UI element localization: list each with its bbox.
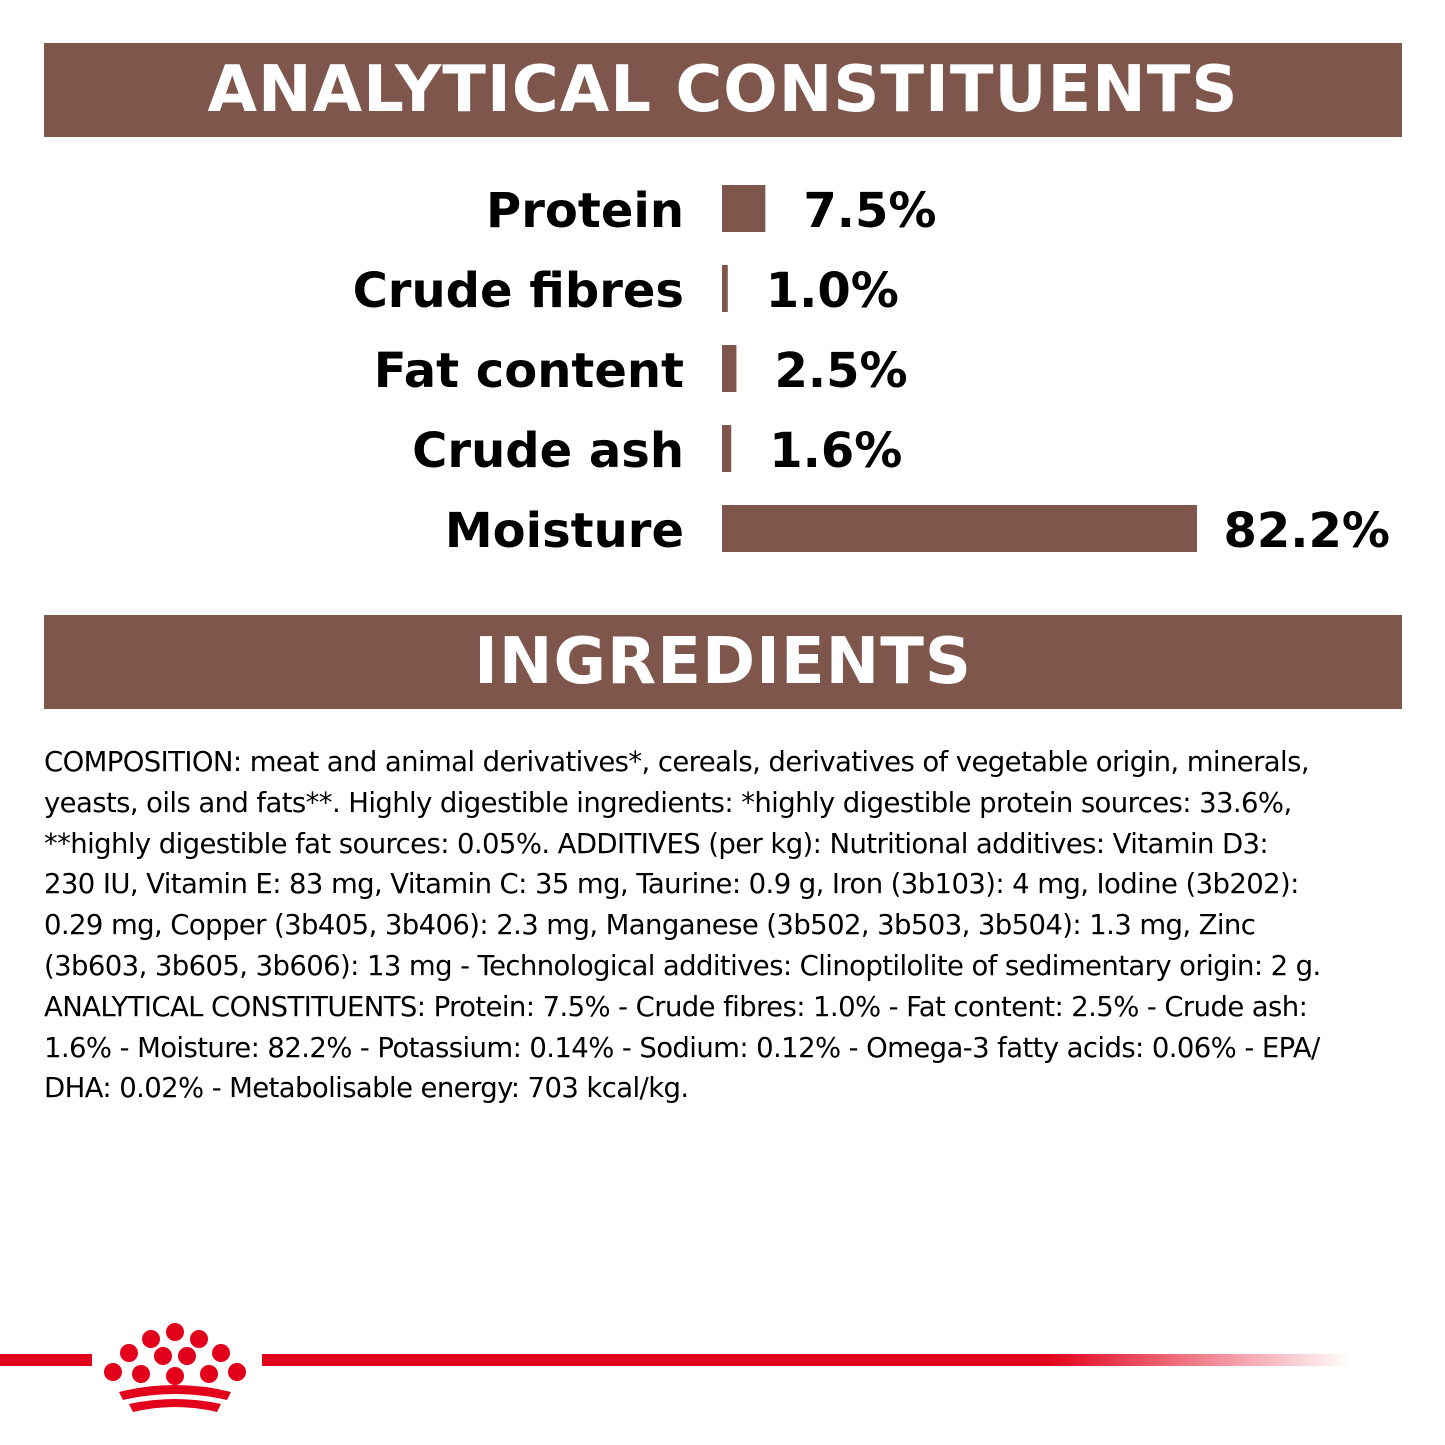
royal-crown-icon	[104, 1323, 246, 1412]
constituents-bar-chart: Protein 7.5% Crude fibres 1.0% Fat content 2.…	[353, 183, 1390, 559]
value-label: 1.6%	[769, 423, 902, 479]
brand-footer	[0, 1323, 1352, 1412]
category-label: Moisture	[445, 503, 684, 559]
value-label: 7.5%	[803, 183, 936, 239]
bar-moisture	[722, 505, 1197, 552]
category-label: Fat content	[374, 343, 684, 399]
analytical-constituents-title: ANALYTICAL CONSTITUENTS	[207, 53, 1239, 127]
ingredients-text: COMPOSITION: meat and animal derivatives…	[44, 746, 1321, 1105]
value-label: 1.0%	[766, 263, 899, 319]
bar-protein	[722, 185, 766, 232]
brand-stripe-left	[0, 1354, 92, 1366]
bar-crude-fibres	[722, 265, 728, 312]
category-label: Protein	[486, 183, 684, 239]
ingredients-title: INGREDIENTS	[474, 625, 972, 699]
bar-crude-ash	[722, 425, 732, 472]
category-label: Crude ash	[412, 423, 684, 479]
category-label: Crude fibres	[353, 263, 684, 319]
brand-stripe-right	[262, 1354, 1352, 1366]
bar-fat-content	[722, 345, 737, 392]
ingredients-banner: INGREDIENTS	[44, 615, 1402, 709]
value-label: 82.2%	[1223, 503, 1390, 559]
analytical-constituents-banner: ANALYTICAL CONSTITUENTS	[44, 43, 1402, 137]
value-label: 2.5%	[774, 343, 907, 399]
